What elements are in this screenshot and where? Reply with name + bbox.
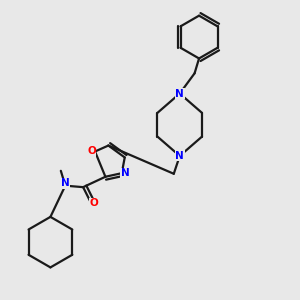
Text: N: N <box>175 151 184 161</box>
Text: N: N <box>61 178 70 188</box>
Text: O: O <box>87 146 96 157</box>
Text: O: O <box>89 199 98 208</box>
Text: N: N <box>175 88 184 98</box>
Text: N: N <box>121 168 130 178</box>
